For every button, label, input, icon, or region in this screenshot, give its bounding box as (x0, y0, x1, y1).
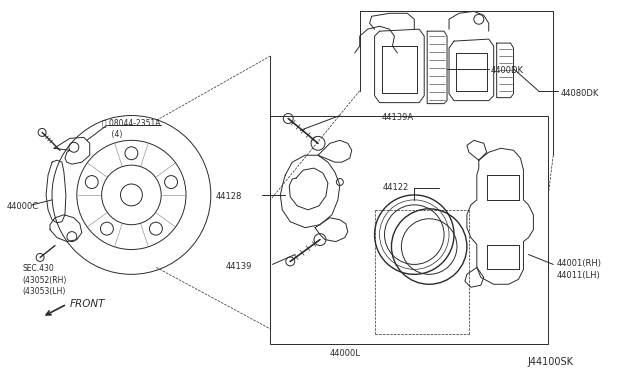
Text: SEC.430
(43052(RH)
(43053(LH): SEC.430 (43052(RH) (43053(LH) (22, 264, 67, 296)
Text: 44000L: 44000L (330, 349, 361, 358)
Text: 44139: 44139 (226, 262, 252, 272)
Text: 44128: 44128 (216, 192, 242, 201)
Text: 4400DK: 4400DK (491, 66, 524, 75)
Text: 44080DK: 44080DK (560, 89, 598, 98)
Text: Ⓑ 08044-2351A
    (4): Ⓑ 08044-2351A (4) (102, 119, 160, 139)
Text: FRONT: FRONT (70, 299, 106, 309)
Text: J44100SK: J44100SK (527, 357, 573, 367)
Text: 44000C: 44000C (6, 202, 38, 211)
Text: 44001(RH)
44011(LH): 44001(RH) 44011(LH) (556, 259, 601, 279)
Bar (270, 116, 548, 344)
Text: 44122: 44122 (383, 183, 409, 192)
Text: 44139A: 44139A (381, 113, 413, 122)
